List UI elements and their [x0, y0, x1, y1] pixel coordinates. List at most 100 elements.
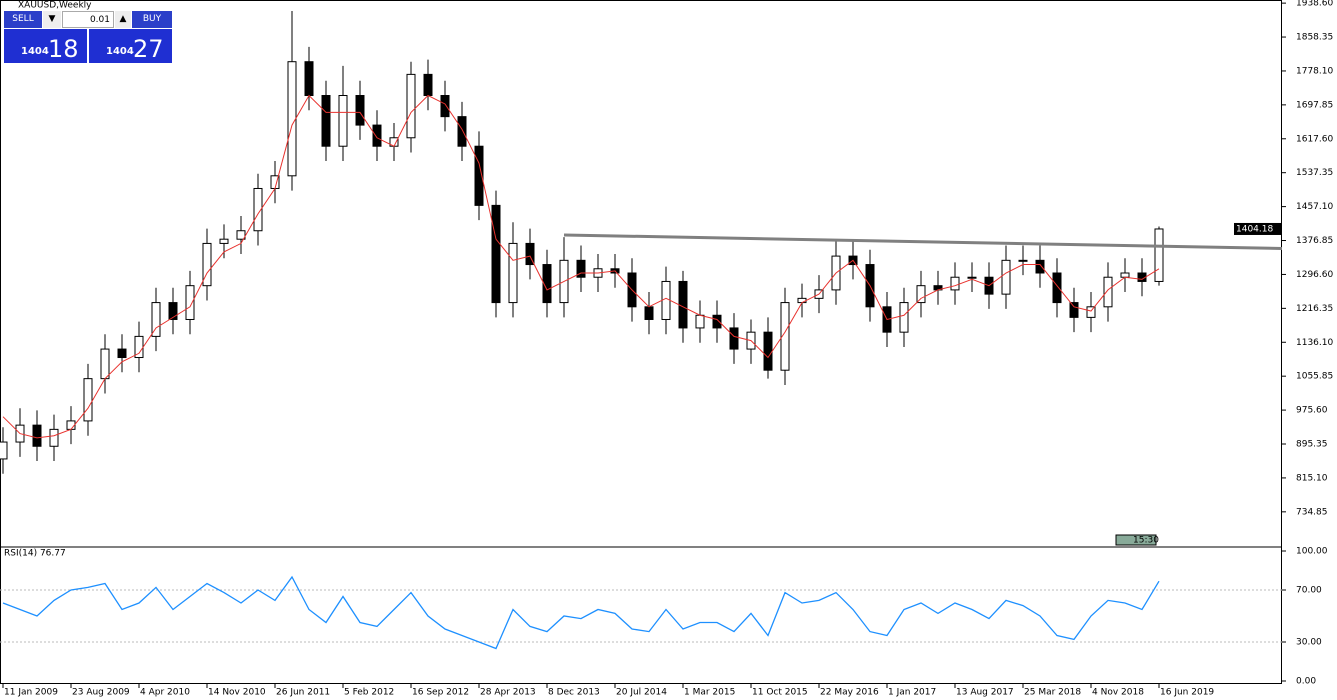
candle-body [967, 276, 977, 279]
candle-body [406, 73, 416, 139]
candle-body [474, 145, 484, 206]
candle-body [1086, 306, 1096, 318]
candle-body [287, 61, 297, 177]
x-tick-label: 11 Jan 2009 [4, 688, 58, 698]
candle-body [644, 306, 654, 320]
candle-body [916, 285, 926, 304]
lot-up[interactable]: ▲ [115, 11, 131, 28]
candle-body [236, 230, 246, 240]
rsi-line [2, 575, 1160, 650]
candle-body [117, 348, 127, 359]
candle-body [491, 204, 501, 304]
candle-body [1103, 276, 1113, 308]
candle-body [338, 95, 348, 147]
candle-body [1052, 272, 1062, 304]
sell-button[interactable]: SELL [4, 11, 42, 28]
bid-small: 18 [48, 35, 79, 63]
frame [0, 0, 1282, 684]
candle-body [678, 280, 688, 329]
candle-body [100, 348, 110, 380]
candle-body [253, 187, 263, 232]
lot-dropdown[interactable]: ▼ [43, 11, 61, 28]
candle-body [797, 297, 807, 304]
y-tick-label: 734.85 [1296, 507, 1328, 517]
candle-body [1069, 302, 1079, 318]
y-tick-label: 30.00 [1296, 638, 1322, 648]
y-tick-label: 1778.10 [1296, 66, 1333, 76]
y-tick-label: 1617.60 [1296, 134, 1333, 144]
candle-body [168, 302, 178, 320]
candle-body [950, 276, 960, 291]
x-tick-label: 11 Oct 2015 [752, 688, 808, 698]
candle-body [695, 314, 705, 329]
x-tick-label: 13 Aug 2017 [956, 688, 1014, 698]
y-tick-label: 100.00 [1296, 547, 1328, 557]
y-tick-label: 815.10 [1296, 473, 1328, 483]
y-tick-label: 975.60 [1296, 406, 1328, 416]
rsi-label: RSI(14) 76.77 [4, 549, 66, 559]
candle-body [780, 302, 790, 371]
x-tick-label: 1 Mar 2015 [684, 688, 735, 698]
x-tick-label: 4 Nov 2018 [1092, 688, 1144, 698]
y-tick-label: 1216.35 [1296, 304, 1333, 314]
x-tick-label: 23 Aug 2009 [72, 688, 130, 698]
trendline [563, 233, 1283, 250]
y-tick-label: 1136.10 [1296, 338, 1333, 348]
x-tick-label: 20 Jul 2014 [616, 688, 667, 698]
candle-body [712, 314, 722, 329]
candle-body [185, 285, 195, 320]
x-tick-label: 25 Mar 2018 [1024, 688, 1081, 698]
candle-body [321, 95, 331, 147]
x-tick-label: 16 Jun 2019 [1160, 688, 1214, 698]
moving-average [2, 94, 1160, 439]
candle-body [576, 259, 586, 278]
buy-button[interactable]: BUY [132, 11, 172, 28]
candle-body [729, 327, 739, 350]
last-price: 1404.18 [1236, 224, 1273, 234]
candle-body [508, 242, 518, 304]
x-tick-label: 1 Jan 2017 [888, 688, 936, 698]
candle-body [1001, 259, 1011, 295]
candle-body [151, 302, 161, 337]
y-tick-label: 1697.85 [1296, 100, 1333, 110]
x-tick-label: 14 Nov 2010 [208, 688, 266, 698]
ask-small: 27 [133, 35, 164, 63]
y-tick-label: 70.00 [1296, 586, 1322, 596]
candle-body [355, 95, 365, 126]
y-tick-label: 1055.85 [1296, 372, 1333, 382]
trade-panel: SELL ▼ 0.01 ▲ BUY 1404 18 1404 27 [4, 11, 172, 63]
time-label: 15:30 [1133, 536, 1159, 546]
candle-body [457, 116, 467, 147]
x-tick-label: 16 Sep 2012 [412, 688, 469, 698]
candle-body [372, 124, 382, 147]
candle-body [899, 302, 909, 333]
lot-input[interactable]: 0.01 [62, 11, 114, 28]
y-tick-label: 1457.10 [1296, 202, 1333, 212]
ask-box[interactable]: 1404 27 [89, 29, 172, 63]
ask-big: 1404 [106, 46, 134, 57]
x-tick-label: 26 Jun 2011 [276, 688, 330, 698]
candle-body [542, 264, 552, 304]
chart-title: XAUUSD,Weekly [18, 1, 92, 11]
candle-body [32, 424, 42, 447]
candle-body [49, 428, 59, 447]
candle-body [1154, 228, 1164, 282]
candle-body [1018, 259, 1028, 262]
y-tick-label: 1296.60 [1296, 270, 1333, 280]
x-tick-label: 4 Apr 2010 [140, 688, 190, 698]
candle-body [202, 242, 212, 287]
candle-body [1035, 259, 1045, 274]
y-tick-label: 1537.35 [1296, 168, 1333, 178]
candle-body [219, 238, 229, 244]
x-tick-label: 8 Dec 2013 [548, 688, 600, 698]
candle-body [423, 73, 433, 97]
y-tick-label: 895.35 [1296, 440, 1328, 450]
candle-body [440, 95, 450, 118]
x-tick-label: 22 May 2016 [820, 688, 879, 698]
bid-big: 1404 [21, 46, 49, 57]
bid-box[interactable]: 1404 18 [4, 29, 87, 63]
candle-body [661, 280, 671, 320]
candle-body [304, 61, 314, 97]
